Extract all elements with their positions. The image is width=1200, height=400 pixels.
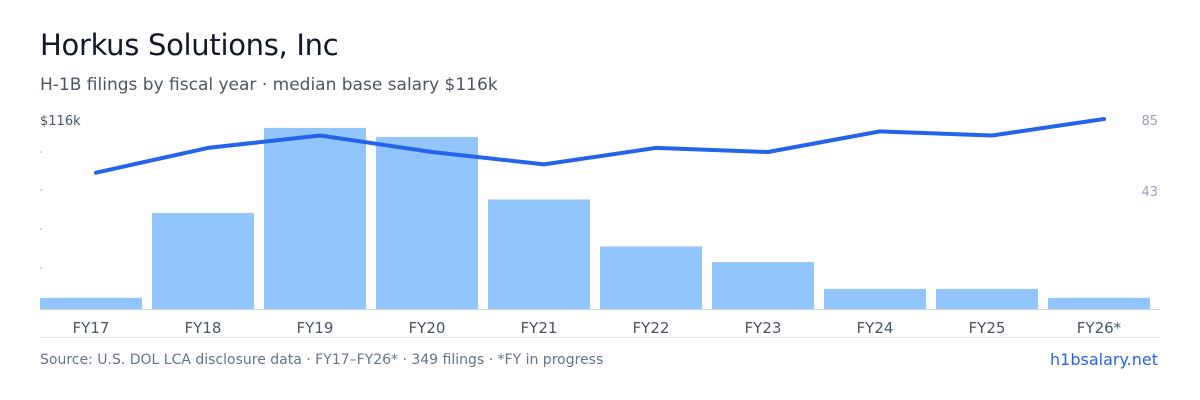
right-axis-tick-top: 85	[1141, 114, 1158, 129]
x-tick-label: FY26*	[1077, 319, 1122, 337]
x-tick-label: FY25	[969, 319, 1006, 337]
bar-fy21	[488, 199, 590, 309]
left-axis-dot	[40, 151, 42, 153]
left-axis-dot	[40, 228, 42, 230]
bar-fy24	[824, 288, 926, 309]
chart-title: Horkus Solutions, Inc	[40, 28, 339, 62]
bar-fy25	[936, 288, 1038, 309]
bar-fy23	[712, 262, 814, 309]
left-axis-top-label: $116k	[40, 114, 81, 129]
x-tick-label: FY23	[745, 319, 782, 337]
brand-link[interactable]: h1bsalary.net	[1050, 350, 1158, 369]
x-tick-label: FY19	[297, 319, 334, 337]
right-axis-tick-mid: 43	[1141, 185, 1158, 200]
x-tick-label: FY17	[73, 319, 110, 337]
bar-fy22	[600, 246, 702, 309]
x-tick-label: FY20	[409, 319, 446, 337]
source-note: Source: U.S. DOL LCA disclosure data · F…	[40, 352, 604, 368]
x-tick-label: FY18	[185, 319, 222, 337]
bar-fy17	[40, 297, 142, 309]
x-axis-labels: FY17 FY18 FY19 FY20 FY21 FY22 FY23 FY24 FY25 FY26…	[73, 319, 1122, 337]
bar-fy26-partial	[1048, 297, 1150, 309]
x-tick-label: FY22	[633, 319, 670, 337]
left-axis-dot	[40, 267, 42, 269]
x-tick-label: FY24	[857, 319, 894, 337]
bar-fy20	[376, 136, 478, 309]
salary-line	[94, 117, 1106, 175]
bar-fy18	[152, 212, 254, 309]
bar-fy19	[264, 127, 366, 310]
left-axis-dot	[40, 189, 42, 191]
x-tick-label: FY21	[521, 319, 558, 337]
bar-series	[40, 127, 1150, 310]
chart-subtitle: H-1B filings by fiscal year · median bas…	[40, 75, 498, 95]
left-axis-dots	[40, 151, 42, 269]
